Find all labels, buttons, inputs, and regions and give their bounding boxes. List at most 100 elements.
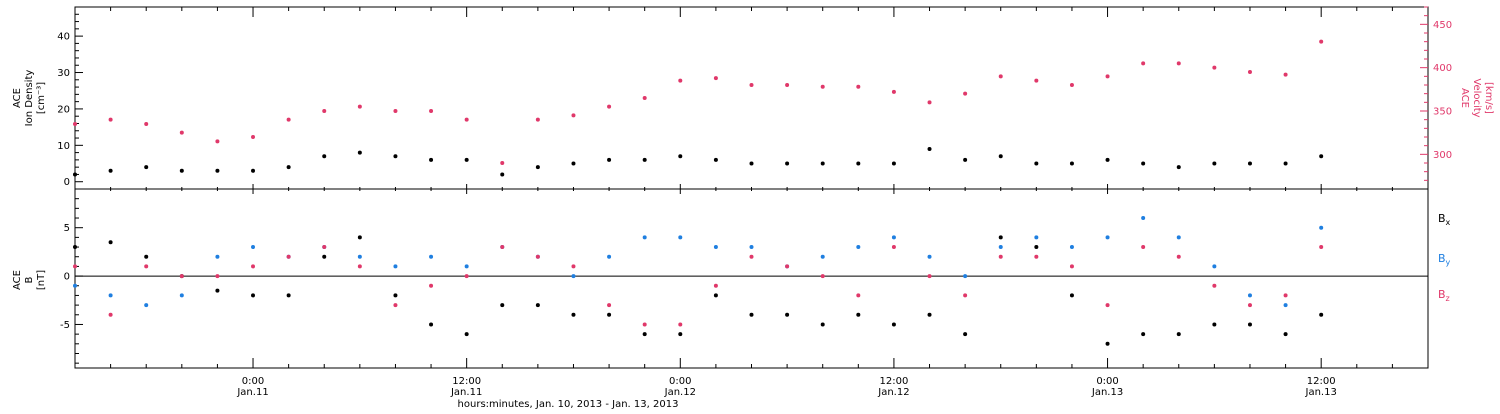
point-velocity [856,84,861,89]
legend-bz: Bz [1438,288,1450,303]
point-velocity [1212,65,1217,70]
x-axis: 0:00Jan.1112:00Jan.110:00Jan.1212:00Jan.… [110,7,1393,398]
point-ion-density [820,161,825,166]
point-by [571,274,576,279]
point-ion-density [144,165,149,170]
b-label-line1: ACE [12,270,23,290]
point-by [963,274,968,279]
b-tick-label: 5 [64,223,70,234]
point-velocity [1319,39,1324,44]
point-bz [535,254,540,259]
point-bx [1105,341,1110,346]
point-by [891,235,896,240]
point-bx [749,312,754,317]
point-by [713,245,718,250]
point-bx [1176,332,1181,337]
point-bz [73,264,77,269]
point-bx [1247,322,1252,327]
point-bx [998,235,1003,240]
point-bz [215,274,220,279]
point-by [1176,235,1181,240]
density-tick-label: 0 [64,177,70,188]
point-bx [1069,293,1074,298]
point-bz [393,303,398,308]
point-bz [678,322,683,327]
point-by [179,293,184,298]
point-by [144,303,149,308]
point-ion-density [286,165,291,170]
point-velocity [749,83,754,87]
point-by [678,235,683,240]
point-bz [1247,303,1252,308]
point-ion-density [642,157,647,162]
density-label-line1: ACE [12,88,23,108]
point-velocity [713,76,718,81]
point-bx [357,235,362,240]
b-label-line3: [nT] [36,270,47,290]
point-ion-density [464,157,469,162]
point-bz [144,264,149,269]
x-tick-day: Jan.13 [1091,387,1123,398]
x-tick-time: 12:00 [1307,376,1336,387]
point-bx [963,332,968,337]
point-bx [927,312,932,317]
point-bx [571,312,576,317]
point-ion-density [927,146,932,151]
velocity-tick-label: 450 [1433,20,1452,31]
point-ion-density [1141,161,1146,166]
point-bx [607,312,612,317]
point-bz [891,245,896,250]
point-velocity [1176,61,1181,66]
density-tick-label: 30 [57,68,70,79]
point-by [856,245,861,250]
point-by [927,254,932,259]
point-ion-density [1176,165,1181,170]
point-by [251,245,256,250]
point-velocity [891,89,896,94]
point-ion-density [1212,161,1217,166]
point-by [749,245,754,250]
b-tick-label: -5 [60,320,70,331]
point-velocity [464,117,469,122]
point-bz [1319,245,1324,250]
point-bz [1141,245,1146,250]
point-by [1212,264,1217,269]
point-velocity [357,104,362,109]
point-by [1247,293,1252,298]
point-velocity [73,122,77,126]
point-velocity [179,130,184,135]
x-axis-title: hours:minutes, Jan. 10, 2013 - Jan. 13, … [458,399,679,410]
point-bz [785,264,790,269]
point-bz [1283,293,1288,298]
density-tick-label: 40 [57,32,70,43]
b-tick-label: 0 [64,272,70,283]
point-bx [856,312,861,317]
panel1-points [73,39,1324,177]
point-by [998,245,1003,250]
point-ion-density [179,168,184,173]
point-velocity [963,91,968,96]
point-velocity [1105,74,1110,79]
point-velocity [108,117,113,122]
point-velocity [607,104,612,109]
point-bx [1212,322,1217,327]
point-ion-density [393,154,398,159]
point-bx [429,322,434,327]
point-bz [1212,283,1217,288]
point-bz [820,274,825,279]
x-tick-time: 12:00 [452,376,481,387]
b-label-line2: B [24,276,35,283]
velocity-tick-label: 350 [1433,107,1452,118]
point-bz [108,312,113,317]
velocity-label-line3: [km/s] [1483,82,1494,114]
point-ion-density [1319,154,1324,159]
point-by [1069,245,1074,250]
point-by [1034,235,1039,240]
velocity-tick-label: 400 [1433,63,1452,74]
point-bx [108,240,113,245]
point-by [1105,235,1110,240]
point-by [73,283,77,288]
point-ion-density [1283,161,1288,166]
